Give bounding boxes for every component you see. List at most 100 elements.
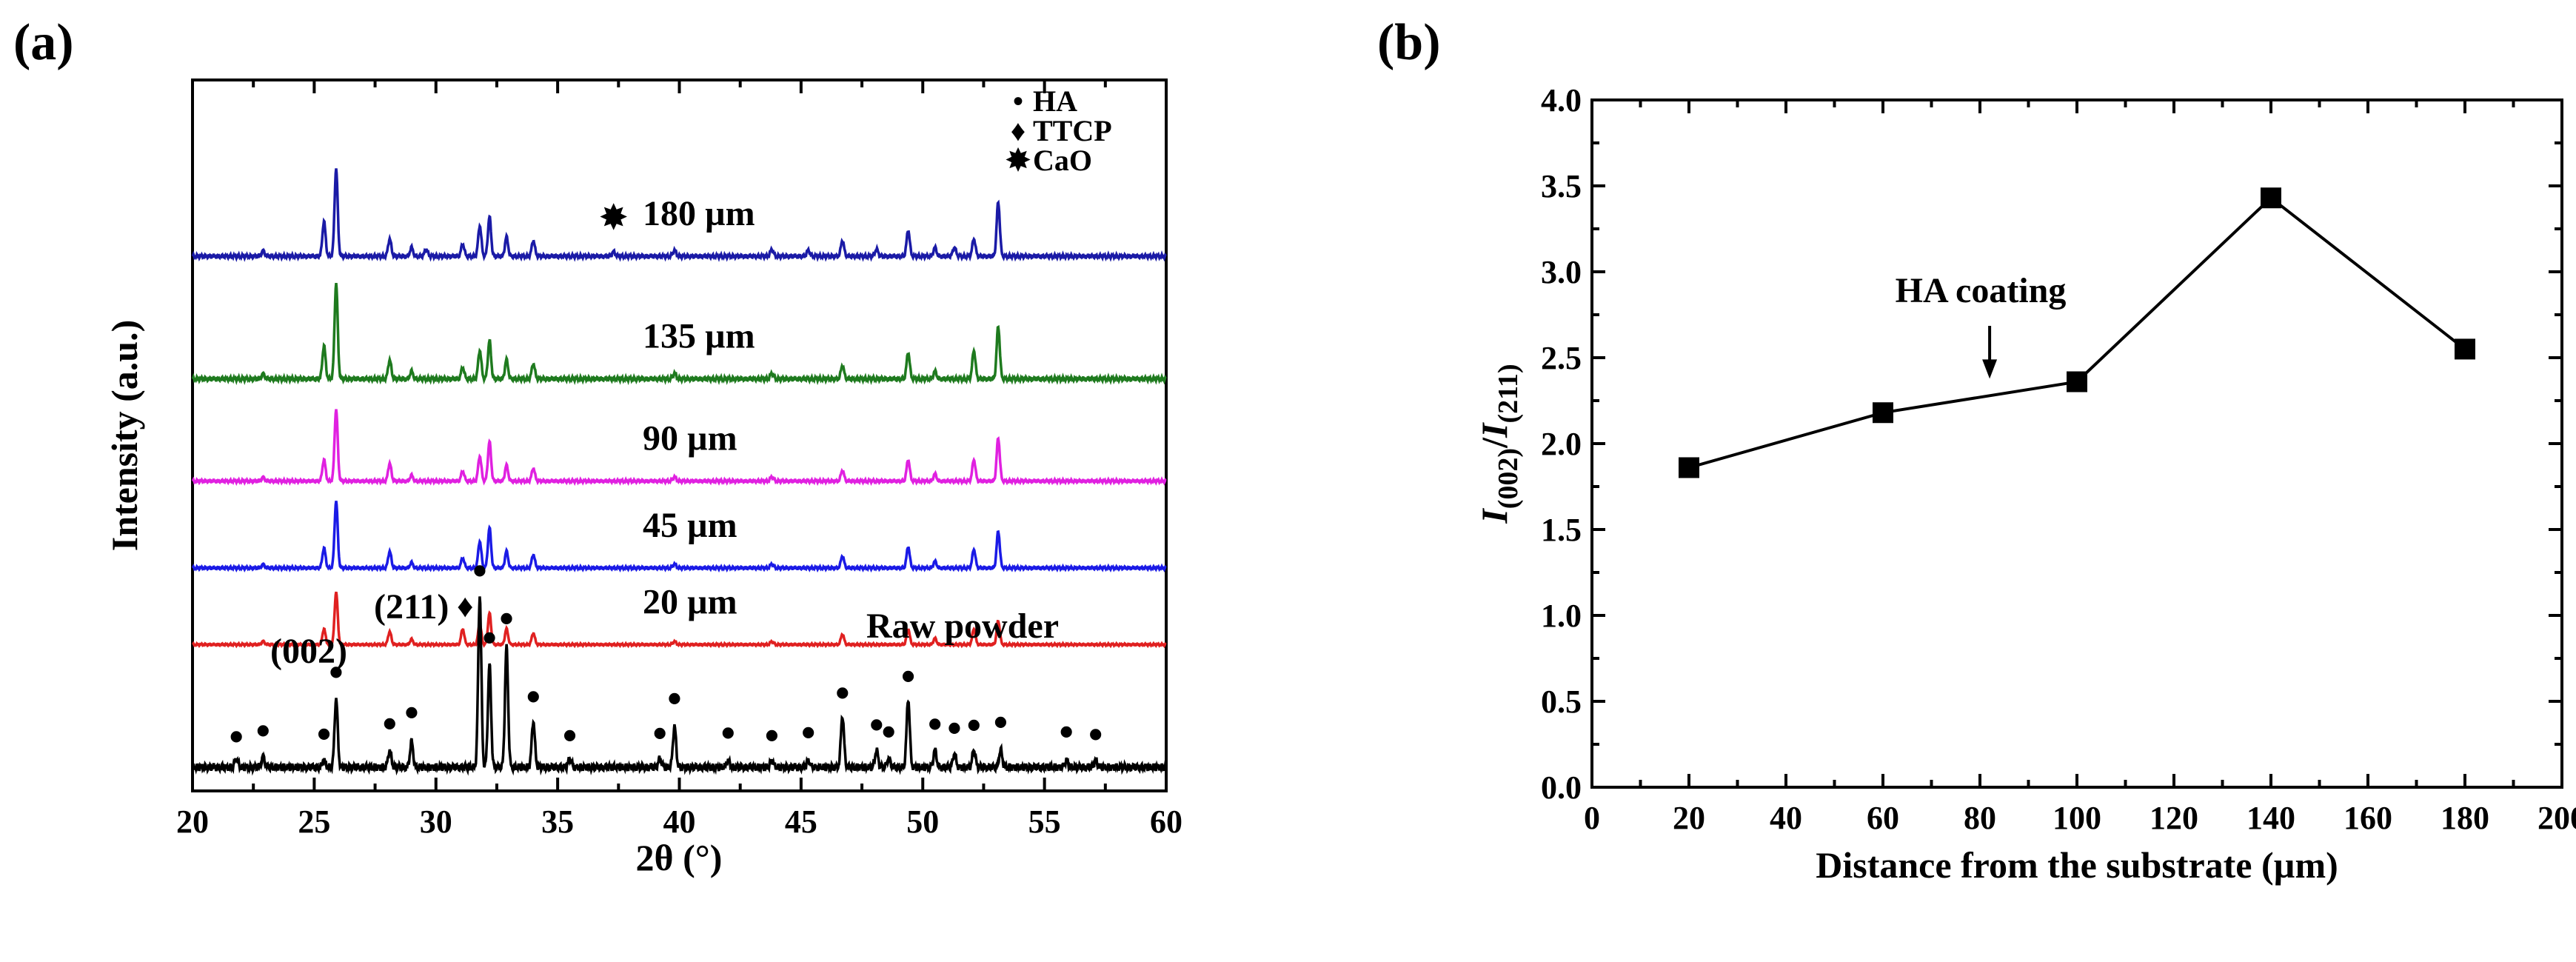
xrd-x-tick-label: 35 [541,804,574,840]
ratio-y-tick-label: 0.5 [1541,684,1582,720]
xrd-peak-marker: • [869,702,884,748]
xrd-peak-marker: • [994,700,1008,746]
ratio-y-tick-label: 1.5 [1541,512,1582,548]
xrd-peak-marker: ♦ [457,588,473,624]
xrd-x-tick-label: 55 [1028,804,1061,840]
ha-coating-arrowhead [1982,359,1998,379]
xrd-hkl-label: (211) [374,587,449,627]
xrd-peak-marker: • [966,703,981,749]
xrd-sample-label: 20 µm [643,582,737,621]
xrd-sample-label: 90 µm [643,419,737,458]
ratio-x-ticks: 0 20 40 60 80 100 120 140 160 180 200 [1584,100,2576,836]
ratio-data-point [2455,338,2475,360]
ha-coating-label: HA coating [1896,271,2067,310]
ratio-x-tick-label: 40 [1770,800,1802,836]
xrd-peak-marker: • [499,596,514,642]
xrd-hkl-label: (002) [270,632,347,671]
xrd-y-axis-title: Intensity (a.u.) [104,320,145,552]
xrd-legend-symbol: • [1013,84,1023,118]
xrd-legend-label: TTCP [1033,114,1112,147]
xrd-hkl-labels: (002) (211) [270,587,449,671]
ratio-data-point [1873,402,1893,424]
xrd-sample-label: 180 µm [643,194,755,233]
ratio-x-tick-label: 20 [1673,800,1705,836]
xrd-peak-marker: • [835,670,850,716]
ratio-x-tick-label: 140 [2247,800,2295,836]
ratio-y-tick-label: 4.0 [1541,82,1582,118]
ratio-y-tick-label: 1.0 [1541,598,1582,634]
ratio-series-line [1688,196,2466,470]
ratio-x-tick-label: 120 [2150,800,2198,836]
xrd-trace [191,501,1167,573]
ratio-y-axis-sub1: (002) [1493,448,1524,509]
xrd-peak-marker: • [720,711,735,757]
ratio-data-point [1679,457,1699,478]
xrd-sample-label: Raw powder [866,607,1059,646]
ratio-plot-frame [1590,98,2563,789]
xrd-panel: 20 25 30 35 40 45 50 55 60 180 µm 135 µm 90 µm 45 µ… [104,79,1182,878]
xrd-peak-marker: • [1088,712,1103,758]
xrd-peak-marker: • [329,649,344,695]
ratio-x-tick-label: 0 [1584,800,1600,836]
ratio-y-axis-i2: I [1473,422,1515,438]
xrd-sample-label: 45 µm [643,506,737,545]
xrd-x-ticks: 20 25 30 35 40 45 50 55 60 [176,80,1182,840]
xrd-legend-symbol: ✸ [1006,144,1031,177]
xrd-peak-marker: • [652,711,667,757]
ratio-y-ticks: 0.0 0.5 1.0 1.5 2.0 2.5 3.0 3.5 4.0 [1541,82,2562,806]
xrd-x-axis-title: 2θ (°) [636,837,723,878]
xrd-peak-markers: ✸♦• • ••• ••• ••• ••• • •••••• • • • • • [229,200,1103,761]
ratio-data-point [2067,371,2087,393]
xrd-x-tick-label: 25 [298,804,330,840]
xrd-x-tick-label: 20 [176,804,209,840]
ratio-data-point [2261,187,2281,209]
panel-b-label: (b) [1377,14,1441,71]
ratio-x-tick-label: 200 [2537,800,2576,836]
xrd-trace [191,283,1167,386]
ratio-x-tick-label: 160 [2344,800,2392,836]
ratio-y-axis-i1: I [1473,508,1515,524]
xrd-x-tick-label: 30 [420,804,452,840]
xrd-peak-marker: • [801,710,816,756]
xrd-peak-marker: ✸ [600,200,627,236]
xrd-trace [191,409,1167,487]
ratio-x-axis-title: Distance from the substrate (µm) [1816,844,2338,886]
ratio-y-tick-label: 0.0 [1541,769,1582,806]
xrd-x-tick-label: 45 [785,804,817,840]
ratio-x-tick-label: 80 [1964,800,1996,836]
panel-a-label: (a) [13,14,74,71]
xrd-legend-label: HA [1033,84,1077,118]
xrd-peak-marker: • [901,654,916,700]
xrd-peak-marker: • [256,709,271,755]
xrd-peak-marker: • [928,701,943,747]
ratio-panel: 0 20 40 60 80 100 120 140 160 180 200 0.0 0.5 1.0 1.5… [1473,82,2576,886]
xrd-trace [192,591,1167,649]
xrd-peak-marker: • [382,701,397,747]
xrd-x-tick-label: 50 [906,804,939,840]
xrd-peak-marker: • [667,676,682,722]
xrd-peak-marker: • [947,706,962,752]
ratio-y-tick-label: 3.0 [1541,254,1582,290]
xrd-sample-label: 135 µm [643,317,755,356]
xrd-legend-symbol: ♦ [1011,114,1026,147]
ratio-x-tick-label: 100 [2053,800,2101,836]
ratio-annotation: HA coating [1896,271,2067,379]
ratio-series-points [1679,187,2475,478]
xrd-x-tick-label: 60 [1150,804,1182,840]
ratio-y-tick-label: 2.0 [1541,426,1582,462]
ratio-y-axis-title: I(002)/I(211) [1473,364,1524,524]
xrd-legend-label: CaO [1033,144,1092,177]
ratio-x-tick-label: 180 [2440,800,2489,836]
xrd-peak-marker: • [765,713,780,759]
xrd-peak-marker: • [404,690,419,736]
ratio-y-axis-slash: / [1473,437,1515,449]
ratio-y-tick-label: 3.5 [1541,168,1582,204]
xrd-peak-marker: • [526,674,541,720]
xrd-peak-marker: • [317,712,332,758]
xrd-trace [191,596,1168,776]
xrd-peak-marker: • [472,548,487,594]
xrd-legend: • HA♦ TTCP✸ CaO [1006,84,1111,177]
xrd-peak-marker: • [563,713,578,759]
ratio-y-axis-sub2: (211) [1493,364,1524,423]
